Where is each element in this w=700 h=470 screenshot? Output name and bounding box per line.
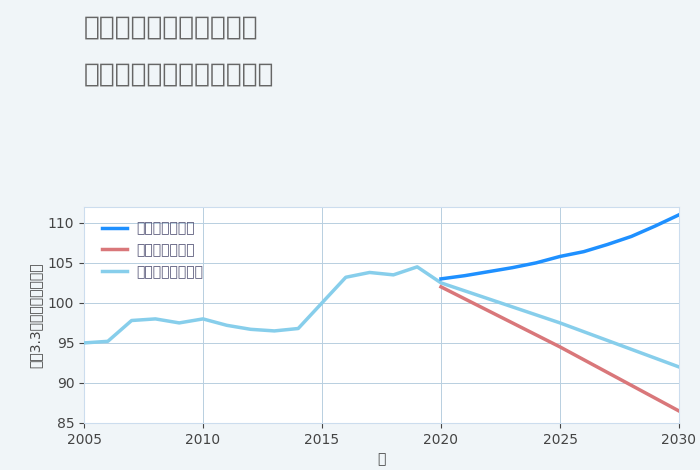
グッドシナリオ <box>508 265 517 270</box>
グッドシナリオ <box>627 234 636 239</box>
ノーマルシナリオ <box>437 280 445 286</box>
ノーマルシナリオ <box>389 272 398 278</box>
ノーマルシナリオ <box>413 264 421 270</box>
グッドシナリオ <box>484 269 493 274</box>
ノーマルシナリオ <box>199 316 207 322</box>
ノーマルシナリオ <box>127 318 136 323</box>
グッドシナリオ <box>580 249 588 254</box>
ノーマルシナリオ <box>294 326 302 331</box>
グッドシナリオ <box>675 212 683 218</box>
Line: ノーマルシナリオ: ノーマルシナリオ <box>84 267 679 367</box>
Y-axis label: 平（3.3㎡）単価（万円）: 平（3.3㎡）単価（万円） <box>28 262 42 368</box>
バッドシナリオ <box>675 408 683 414</box>
グッドシナリオ <box>556 254 564 259</box>
ノーマルシナリオ <box>318 300 326 306</box>
ノーマルシナリオ <box>175 320 183 326</box>
グッドシナリオ <box>461 273 469 279</box>
ノーマルシナリオ <box>270 328 279 334</box>
Text: 中古マンションの価格推移: 中古マンションの価格推移 <box>84 61 274 87</box>
ノーマルシナリオ <box>246 327 255 332</box>
グッドシナリオ <box>603 242 612 247</box>
X-axis label: 年: 年 <box>377 452 386 466</box>
Legend: グッドシナリオ, バッドシナリオ, ノーマルシナリオ: グッドシナリオ, バッドシナリオ, ノーマルシナリオ <box>97 216 209 284</box>
バッドシナリオ <box>556 344 564 350</box>
Line: グッドシナリオ: グッドシナリオ <box>441 215 679 279</box>
Line: バッドシナリオ: バッドシナリオ <box>441 287 679 411</box>
ノーマルシナリオ <box>675 364 683 370</box>
ノーマルシナリオ <box>104 338 112 344</box>
ノーマルシナリオ <box>80 340 88 346</box>
ノーマルシナリオ <box>365 270 374 275</box>
グッドシナリオ <box>532 260 540 266</box>
ノーマルシナリオ <box>223 322 231 328</box>
グッドシナリオ <box>651 223 659 229</box>
ノーマルシナリオ <box>342 274 350 280</box>
Text: 岐阜県高山市国府町今の: 岐阜県高山市国府町今の <box>84 14 258 40</box>
ノーマルシナリオ <box>556 320 564 326</box>
ノーマルシナリオ <box>151 316 160 322</box>
グッドシナリオ <box>437 276 445 282</box>
バッドシナリオ <box>437 284 445 290</box>
